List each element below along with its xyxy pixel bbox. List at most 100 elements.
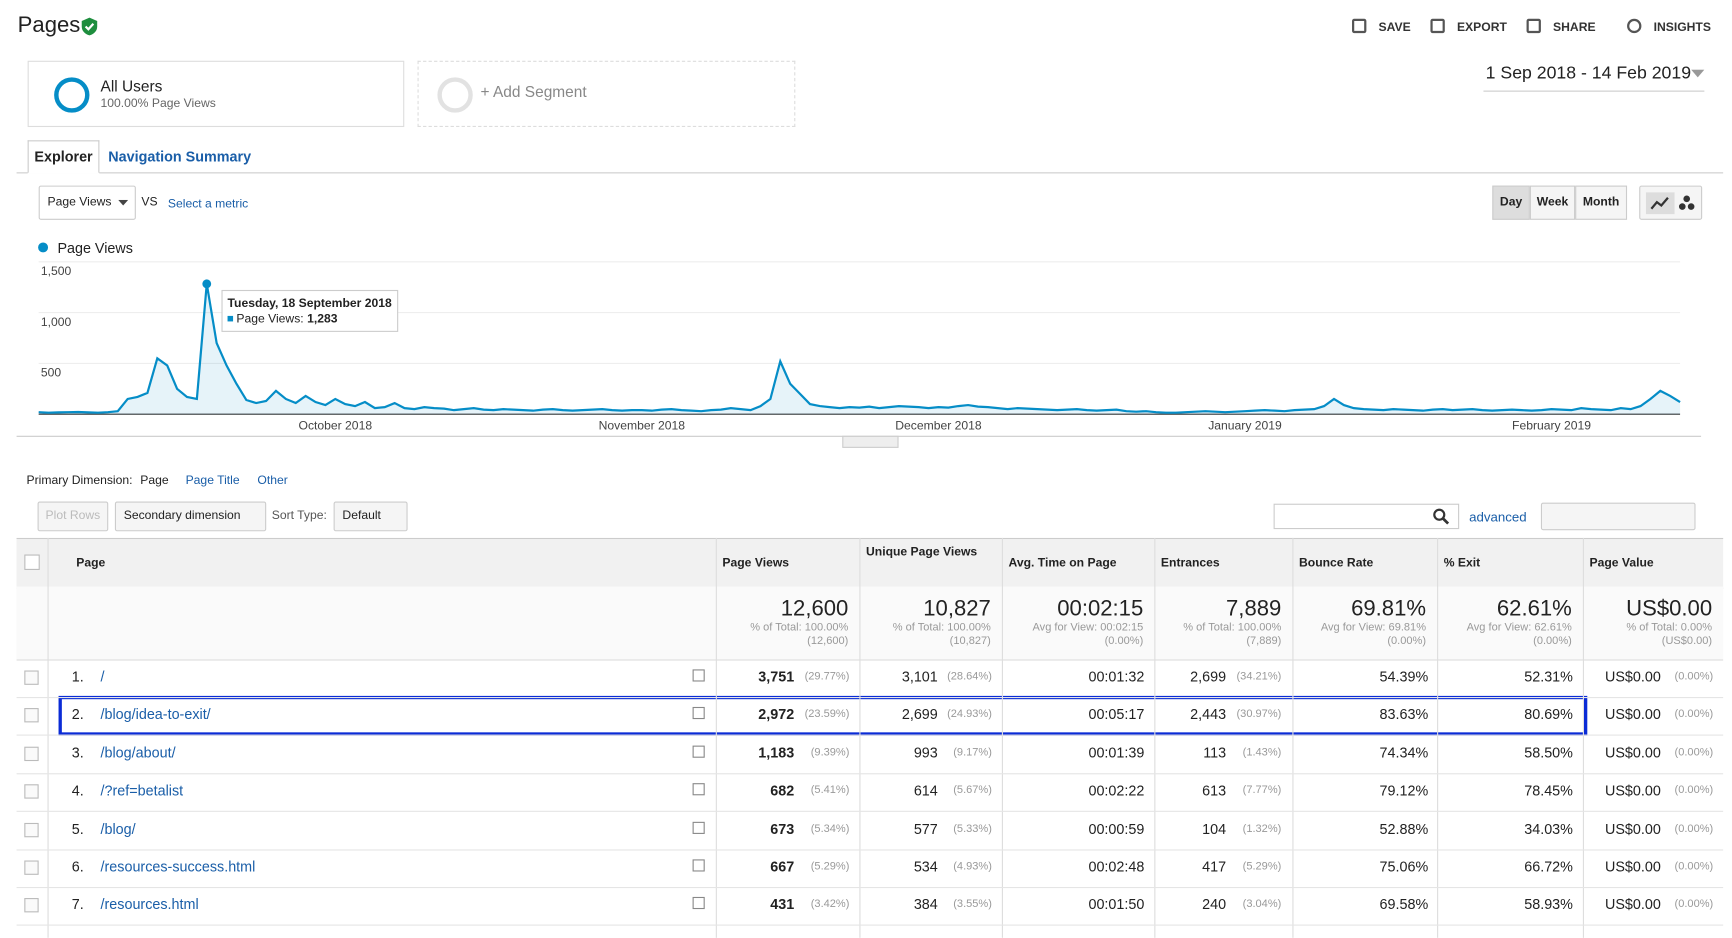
chart-type-buttons[interactable] (1639, 185, 1703, 220)
open-icon[interactable] (692, 821, 705, 834)
dimension-option[interactable]: Other (257, 473, 288, 488)
row-checkbox[interactable] (24, 746, 39, 761)
avg-time: 00:02:22 (1088, 782, 1145, 799)
period-button[interactable]: Day (1492, 185, 1530, 220)
action-icon[interactable] (1526, 18, 1541, 34)
open-icon[interactable] (692, 669, 705, 682)
segment-card[interactable]: All Users 100.00% Page Views (27, 60, 405, 128)
column-header[interactable]: Page (76, 556, 106, 570)
row-checkbox[interactable] (24, 898, 39, 913)
row-checkbox[interactable] (24, 860, 39, 875)
tab-rule (16, 172, 1724, 174)
unique-views: 2,699 (901, 706, 938, 723)
tab[interactable]: Navigation Summary (108, 148, 252, 165)
toolbar-action[interactable]: EXPORT (1456, 20, 1507, 35)
bounce-rate: 54.39% (1379, 668, 1429, 685)
total-detail: (US$0.00) (1661, 635, 1713, 648)
row-rule (16, 772, 1724, 775)
action-icon[interactable] (1352, 18, 1367, 34)
page-link[interactable]: /resources.html (100, 896, 199, 913)
plot-rows[interactable]: Plot Rows (37, 501, 109, 532)
page-views-pct: (5.34%) (810, 822, 850, 835)
unique-views-pct: (24.93%) (947, 708, 992, 721)
exit-rate: 78.45% (1524, 782, 1573, 799)
row-checkbox[interactable] (24, 784, 39, 799)
exit-rate: 66.72% (1524, 858, 1573, 875)
dimension-active[interactable]: Page (140, 473, 169, 488)
tooltip-swatch (227, 315, 234, 322)
column-header[interactable]: Avg. Time on Page (1008, 556, 1117, 570)
page-link[interactable]: /?ref=betalist (100, 782, 184, 799)
unique-views: 614 (913, 782, 938, 799)
date-range[interactable]: 1 Sep 2018 - 14 Feb 2019 (1485, 64, 1692, 83)
entrances: 417 (1202, 858, 1227, 875)
action-icon[interactable] (1627, 18, 1642, 34)
avg-time: 00:01:50 (1088, 896, 1145, 913)
add-segment[interactable]: + Add Segment (417, 60, 796, 128)
open-icon[interactable] (692, 707, 705, 720)
vs-label: VS (141, 195, 158, 209)
open-icon[interactable] (692, 859, 705, 872)
column-divider (1154, 537, 1156, 938)
advanced-link[interactable]: advanced (1469, 509, 1527, 525)
period-button[interactable]: Week (1529, 185, 1576, 220)
row-rule (16, 810, 1724, 813)
search-box[interactable] (1273, 503, 1460, 530)
toolbar-action[interactable]: SHARE (1553, 20, 1596, 35)
avg-time: 00:00:59 (1088, 820, 1145, 837)
row-rule (16, 924, 1724, 927)
column-header[interactable]: Entrances (1160, 556, 1220, 570)
open-icon[interactable] (692, 897, 705, 910)
segment-ring-empty (437, 77, 473, 113)
x-tick-label: December 2018 (895, 419, 982, 433)
row-checkbox[interactable] (24, 708, 39, 723)
view-buttons[interactable] (1540, 502, 1696, 531)
select-metric[interactable]: Select a metric (167, 197, 249, 211)
unique-views-pct: (4.93%) (953, 860, 992, 873)
page-link[interactable]: /blog/ (100, 820, 136, 837)
dimension-option[interactable]: Page Title (185, 473, 240, 488)
page-value: US$0.00 (1604, 858, 1661, 875)
tooltip (221, 289, 399, 332)
search-icon[interactable] (1433, 508, 1451, 526)
entrances-pct: (1.32%) (1242, 822, 1282, 835)
total-detail: (0.00%) (1387, 635, 1427, 648)
page-link[interactable]: /blog/idea-to-exit/ (100, 706, 211, 723)
page-link[interactable]: /resources-success.html (100, 858, 256, 875)
entrances-pct: (34.21%) (1236, 670, 1282, 683)
column-header[interactable]: % Exit (1443, 556, 1481, 570)
segment-name: All Users (100, 77, 163, 95)
action-icon[interactable] (1430, 18, 1445, 34)
unique-views-pct: (5.67%) (953, 784, 992, 797)
column-header[interactable]: Page Views (722, 556, 790, 570)
dimension-label: Primary Dimension: (26, 473, 133, 488)
toolbar-action[interactable]: INSIGHTS (1653, 20, 1711, 35)
total-detail: Avg for View: 62.61% (1466, 621, 1572, 635)
entrances-pct: (5.29%) (1242, 860, 1282, 873)
period-button[interactable]: Month (1575, 185, 1628, 220)
row-checkbox[interactable] (24, 670, 39, 685)
page-views: 667 (770, 858, 795, 875)
column-header[interactable]: Page Value (1589, 556, 1654, 570)
page-value: US$0.00 (1604, 668, 1661, 685)
open-icon[interactable] (692, 783, 705, 796)
unique-views: 993 (913, 744, 938, 761)
secondary-dimension[interactable]: Secondary dimension (114, 501, 267, 532)
column-header[interactable]: Unique Page Views (865, 545, 978, 559)
total-detail: Avg for View: 69.81% (1320, 621, 1427, 635)
column-divider (1582, 537, 1584, 938)
page-value: US$0.00 (1604, 744, 1661, 761)
metric-dropdown[interactable]: Page Views (38, 185, 136, 220)
column-header[interactable]: Bounce Rate (1298, 556, 1374, 570)
page-title: Pages (17, 13, 81, 38)
open-icon[interactable] (692, 745, 705, 758)
page-value: US$0.00 (1604, 706, 1661, 723)
row-checkbox[interactable] (24, 822, 39, 837)
entrances-pct: (1.43%) (1242, 746, 1282, 759)
sort-type[interactable]: Default (333, 501, 408, 532)
tab-active[interactable]: Explorer (27, 140, 100, 174)
toolbar-action[interactable]: SAVE (1378, 20, 1411, 35)
page-link[interactable]: /blog/about/ (100, 744, 176, 761)
page-link[interactable]: / (100, 668, 105, 685)
